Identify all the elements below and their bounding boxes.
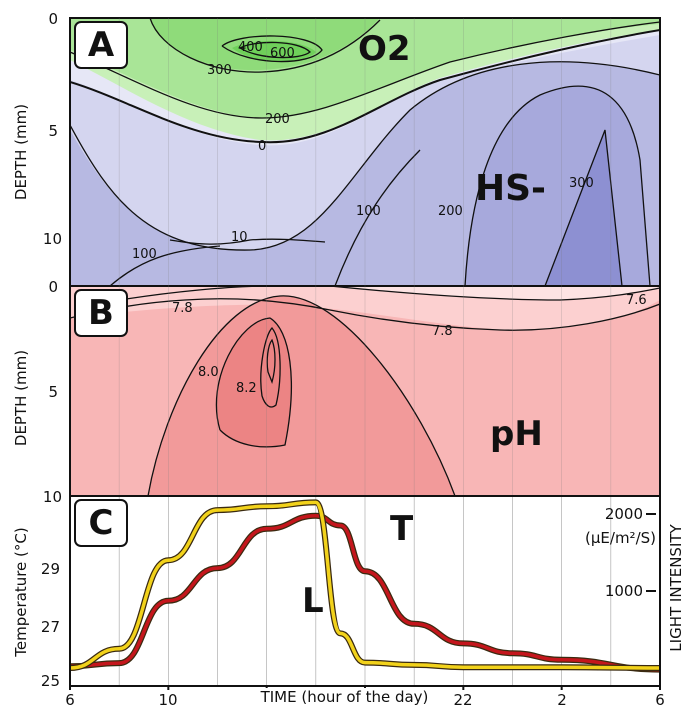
panel-c-lines <box>69 499 661 673</box>
contour-label-ph-7-8-right: 7.8 <box>432 324 453 339</box>
ph-contour-7-8 <box>70 298 660 331</box>
xtick-18: 18 <box>355 691 374 709</box>
panel-c-y2-unit: (μE/m²/S) <box>585 529 656 547</box>
temperature-series-label: T <box>390 509 414 549</box>
panel-b <box>70 286 660 496</box>
contour-label-o2-0: 0 <box>258 139 266 154</box>
o2-contour-600 <box>239 41 311 59</box>
ph-contour-8-0-inner <box>215 317 292 448</box>
ph-contour-8-0 <box>147 295 456 496</box>
xtick-14: 14 <box>256 691 275 709</box>
o2-contour-300 <box>149 18 381 73</box>
hs-contour-100-right <box>334 149 421 286</box>
hs-contour-100 <box>70 61 660 251</box>
panel-c-frame <box>69 495 661 687</box>
o2-series-label: O2 <box>358 29 411 69</box>
hs-contour-10 <box>169 238 326 245</box>
contour-label-hs-100-right: 100 <box>356 204 381 219</box>
panel-b-ylabel: DEPTH (mm) <box>12 350 30 446</box>
xtick-10: 10 <box>158 691 177 709</box>
panel-a-ytick-10: 10 <box>43 230 62 248</box>
contour-label-o2-600: 600 <box>270 46 295 61</box>
hs-series-label: HS- <box>475 168 546 209</box>
contour-label-hs-10: 10 <box>231 230 248 245</box>
svg-text:A: A <box>88 25 115 65</box>
xtick-22: 22 <box>453 691 472 709</box>
contour-label-o2-400: 400 <box>238 40 263 55</box>
ph-contour-8-2 <box>260 327 281 408</box>
panel-letter-c: C <box>74 499 128 547</box>
panel-c-ytick-27: 27 <box>41 618 60 636</box>
hs-contour-300 <box>544 129 623 286</box>
contour-label-o2-200: 200 <box>265 112 290 127</box>
hs-contour-100-left <box>109 245 221 286</box>
svg-text:B: B <box>88 293 114 333</box>
panel-a <box>70 18 660 286</box>
contour-label-ph-7-6: 7.6 <box>626 293 647 308</box>
ph-contour-7-6 <box>329 286 660 301</box>
hs-peak-region <box>545 130 622 286</box>
panel-a-ytick-0: 0 <box>48 10 58 28</box>
contour-label-ph-8-2: 8.2 <box>236 381 257 396</box>
ph-series-label: pH <box>490 414 543 454</box>
panel-c-y2tick-1000: 1000 <box>605 582 643 600</box>
xtick-6-end: 6 <box>655 691 665 709</box>
temperature-line <box>69 513 661 672</box>
ph-top-band <box>330 286 660 300</box>
panel-letter-b: B <box>74 289 128 337</box>
panel-letter-a: A <box>74 21 128 69</box>
light-series-label: L <box>302 581 324 621</box>
contour-label-hs-300: 300 <box>569 176 594 191</box>
panel-b-ytick-5: 5 <box>48 383 58 401</box>
hs-contour-200 <box>464 85 651 286</box>
contour-label-ph-7-8-left: 7.8 <box>172 301 193 316</box>
o2-contour-200 <box>70 21 660 119</box>
panel-a-ytick-5: 5 <box>48 122 58 140</box>
o2-600-region <box>232 40 316 62</box>
ph-80-region <box>148 295 455 496</box>
panel-c-ytick-29: 29 <box>41 560 60 578</box>
panel-c <box>69 18 661 690</box>
contour-label-ph-8-0: 8.0 <box>198 365 219 380</box>
xtick-2: 2 <box>557 691 567 709</box>
contour-label-o2-300: 300 <box>207 63 232 78</box>
panel-c-y2tick-2000: 2000 <box>605 505 643 523</box>
panel-b-ytick-10: 10 <box>43 488 62 506</box>
panel-a-ylabel: DEPTH (mm) <box>12 104 30 200</box>
panel-b-ytick-0: 0 <box>48 278 58 296</box>
o2-contour-400 <box>221 35 323 63</box>
o2-contour-0 <box>70 29 660 144</box>
contour-label-hs-200: 200 <box>438 204 463 219</box>
panel-c-ytick-25: 25 <box>41 672 60 690</box>
light-line <box>69 500 661 670</box>
panel-c-y2label: LIGHT INTENSITY <box>667 523 685 651</box>
ph-82-region <box>216 318 292 447</box>
panel-c-ylabel: Temperature (°C) <box>12 527 30 657</box>
xtick-6-start: 6 <box>65 691 75 709</box>
svg-text:C: C <box>89 503 114 543</box>
ph-contour-8-2-inner <box>266 338 276 385</box>
contour-label-hs-100-left: 100 <box>132 247 157 262</box>
